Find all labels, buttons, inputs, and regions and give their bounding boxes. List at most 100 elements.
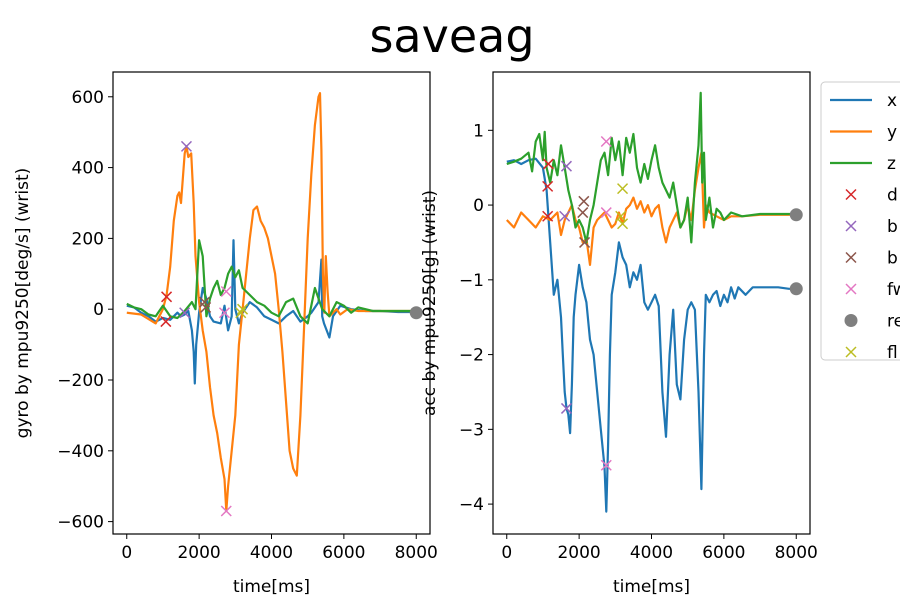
marker-fl-5-0 bbox=[235, 307, 247, 319]
marker-b-2-1-stroke-b bbox=[200, 301, 212, 313]
marker-fw-3-0 bbox=[220, 285, 232, 298]
x-tick-label: 0 bbox=[121, 543, 132, 563]
legend-swatch-b-5 bbox=[845, 251, 857, 264]
marker-b-1-1 bbox=[179, 307, 191, 319]
marker-fl-5-1-stroke-b bbox=[237, 303, 249, 315]
marker-b-2-1-stroke-b bbox=[579, 236, 591, 248]
x-tick-label: 6000 bbox=[702, 543, 745, 563]
marker-b-1-0-stroke-b bbox=[560, 160, 572, 172]
figure-title: saveag bbox=[369, 9, 534, 63]
marker-fw-3-1-stroke-b bbox=[600, 459, 612, 471]
y-tick-label: 0 bbox=[93, 300, 104, 320]
legend-swatch-fw-6 bbox=[845, 283, 857, 295]
y-tick-label: 600 bbox=[72, 88, 104, 108]
y-tick-label: −4 bbox=[459, 495, 484, 515]
y-tick-label: 400 bbox=[72, 159, 104, 179]
marker-d-0-0-stroke-b bbox=[542, 158, 554, 170]
marker-d-0-1 bbox=[160, 316, 172, 328]
y-tick-label: −1 bbox=[459, 271, 484, 291]
legend-label-d: d bbox=[887, 186, 898, 206]
marker-d-0-1 bbox=[542, 180, 554, 192]
marker-b-1-1-stroke-b bbox=[179, 307, 191, 319]
marker-d-0-1-stroke-b bbox=[542, 180, 554, 192]
marker-fl-5-0-stroke-b bbox=[235, 307, 247, 319]
marker-fw-3-2 bbox=[218, 307, 230, 319]
marker-fl-5-2-stroke-b bbox=[617, 218, 629, 230]
series-z-line bbox=[126, 239, 417, 325]
x-tick-label: 8000 bbox=[775, 543, 818, 563]
legend-label-b: b bbox=[887, 217, 898, 237]
legend-label-z: z bbox=[887, 154, 896, 174]
y-tick-label: −400 bbox=[57, 442, 104, 462]
marker-b-1-0 bbox=[180, 140, 192, 152]
legend-swatch-fl-8 bbox=[845, 346, 857, 358]
legend-swatch-b-5-stroke-b bbox=[845, 251, 857, 264]
legend-label-fw: fw bbox=[887, 280, 900, 300]
x-tick-label: 0 bbox=[501, 543, 512, 563]
marker-b-1-0-stroke-b bbox=[180, 140, 192, 152]
marker-re-4-0 bbox=[409, 306, 423, 320]
y-tick-label: −600 bbox=[57, 513, 104, 533]
marker-re-4-0 bbox=[789, 208, 803, 222]
y-axis-label: gyro by mpu9250[deg/s] (wrist) bbox=[13, 168, 33, 439]
marker-d-0-1-stroke-b bbox=[160, 316, 172, 328]
marker-fw-3-0-stroke-b bbox=[600, 135, 612, 148]
axes-frame bbox=[112, 71, 431, 535]
legend-swatch-re-7 bbox=[844, 314, 858, 327]
x-axis-label: time[ms] bbox=[613, 577, 690, 597]
x-tick-label: 2000 bbox=[557, 543, 600, 563]
legend-label-fl: fl bbox=[887, 343, 898, 363]
marker-fl-5-0 bbox=[617, 183, 629, 195]
legend-swatch-d-3-stroke-b bbox=[845, 188, 857, 201]
legend-swatch-b-4-stroke-b bbox=[845, 220, 857, 232]
legend-swatch-fw-6-stroke-b bbox=[845, 283, 857, 295]
x-axis-label: time[ms] bbox=[233, 577, 310, 597]
marker-d-0-2-stroke-b bbox=[542, 210, 554, 222]
marker-b-2-0 bbox=[578, 195, 590, 207]
y-tick-label: 1 bbox=[473, 121, 484, 141]
y-tick-label: 0 bbox=[473, 196, 484, 216]
gyro-plot: 0 2000 4000 6000 8000 −600 −400 −200 0 200 400 600 t… bbox=[13, 71, 438, 597]
marker-b-2-2-stroke-b bbox=[577, 207, 589, 219]
legend-label-re: re bbox=[887, 312, 900, 332]
marker-fw-3-2-stroke-b bbox=[218, 307, 230, 319]
x-tick-label: 6000 bbox=[322, 543, 365, 563]
marker-fw-3-0 bbox=[600, 135, 612, 148]
x-tick-label: 8000 bbox=[395, 543, 438, 563]
marker-b-2-1 bbox=[579, 236, 591, 248]
legend-swatch-fl-8-stroke-b bbox=[845, 346, 857, 358]
series-y-line bbox=[126, 92, 417, 513]
y-axis-label: acc by mpu9250[g] (wrist) bbox=[420, 190, 440, 416]
acc-plot: 0 2000 4000 6000 8000 −4 −3 −2 −1 0 1 time[ms] acc b… bbox=[420, 71, 818, 597]
marker-fl-5-1 bbox=[237, 303, 249, 315]
series-y-line bbox=[506, 151, 797, 266]
series-x-line bbox=[506, 157, 797, 513]
legend-label-x: x bbox=[887, 91, 897, 111]
x-tick-label: 2000 bbox=[177, 543, 220, 563]
marker-b-1-1 bbox=[560, 402, 572, 414]
marker-b-1-2-stroke-b bbox=[559, 210, 571, 222]
y-tick-label: −200 bbox=[57, 371, 104, 391]
x-tick-label: 4000 bbox=[250, 543, 293, 563]
marker-fw-3-1 bbox=[220, 505, 232, 517]
marker-b-1-1-stroke-b bbox=[560, 402, 572, 414]
y-tick-label: −3 bbox=[459, 420, 484, 440]
marker-d-0-0 bbox=[542, 158, 554, 170]
marker-b-1-0 bbox=[560, 160, 572, 172]
marker-d-0-2 bbox=[542, 210, 554, 222]
marker-fl-5-0-stroke-b bbox=[617, 183, 629, 195]
marker-fw-3-1-stroke-b bbox=[220, 505, 232, 517]
marker-fw-3-2 bbox=[600, 207, 612, 219]
y-tick-label: 200 bbox=[72, 229, 104, 249]
plot-area bbox=[126, 92, 423, 517]
plot-area bbox=[506, 91, 803, 513]
marker-b-2-1 bbox=[200, 301, 212, 313]
marker-fw-3-2-stroke-b bbox=[600, 207, 612, 219]
marker-b-1-2 bbox=[559, 210, 571, 222]
marker-d-0-0-stroke-b bbox=[161, 291, 173, 303]
marker-fw-3-0-stroke-b bbox=[220, 285, 232, 298]
legend-swatch-d-3 bbox=[845, 188, 857, 201]
marker-re-4-1 bbox=[789, 282, 803, 296]
series-z-line bbox=[506, 91, 797, 244]
